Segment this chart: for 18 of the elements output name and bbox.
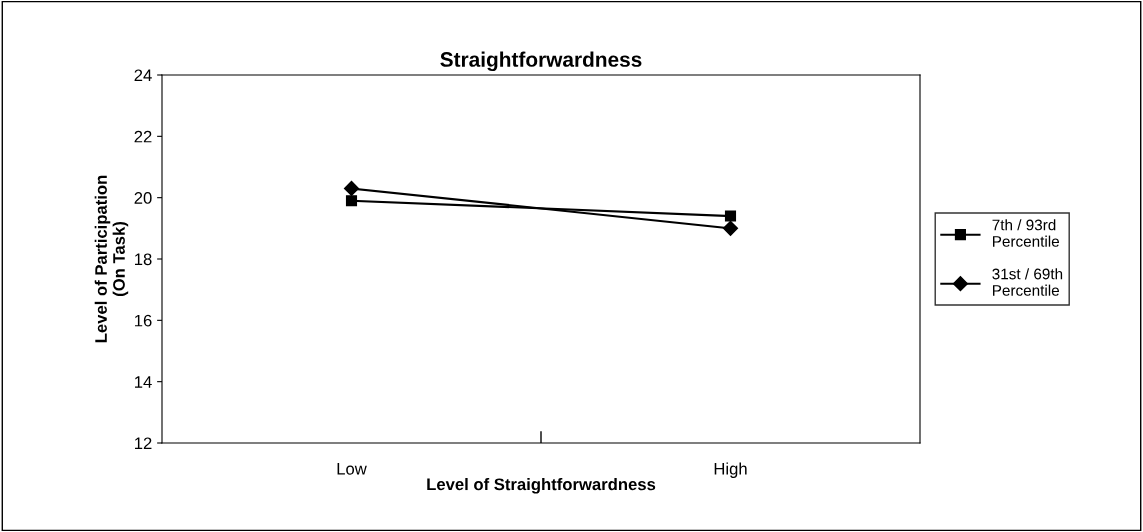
point xyxy=(345,195,358,207)
point xyxy=(724,210,737,222)
y-tick-label: 24 xyxy=(134,69,152,82)
y-tick-label: 16 xyxy=(135,314,152,327)
chart-title: Straightforwardness xyxy=(440,51,642,72)
x-tick-label: Low xyxy=(337,463,367,475)
x-axis-title: Level of Straightforwardness xyxy=(427,477,656,494)
x-tick-label: High xyxy=(714,462,747,478)
y-axis-title: Level of Participation (On Task) xyxy=(94,175,129,343)
y-tick-label: 14 xyxy=(135,376,152,388)
y-tick-label: 20 xyxy=(134,192,152,204)
y-tick-label: 18 xyxy=(135,253,152,266)
legend-label: 31st / 69th Percentile xyxy=(992,268,1063,296)
point xyxy=(343,180,360,197)
y-tick-label: 22 xyxy=(134,130,152,143)
point xyxy=(722,220,739,236)
legend-label: 7th / 93rd Percentile xyxy=(992,219,1059,247)
y-tick-label: 12 xyxy=(135,437,152,450)
